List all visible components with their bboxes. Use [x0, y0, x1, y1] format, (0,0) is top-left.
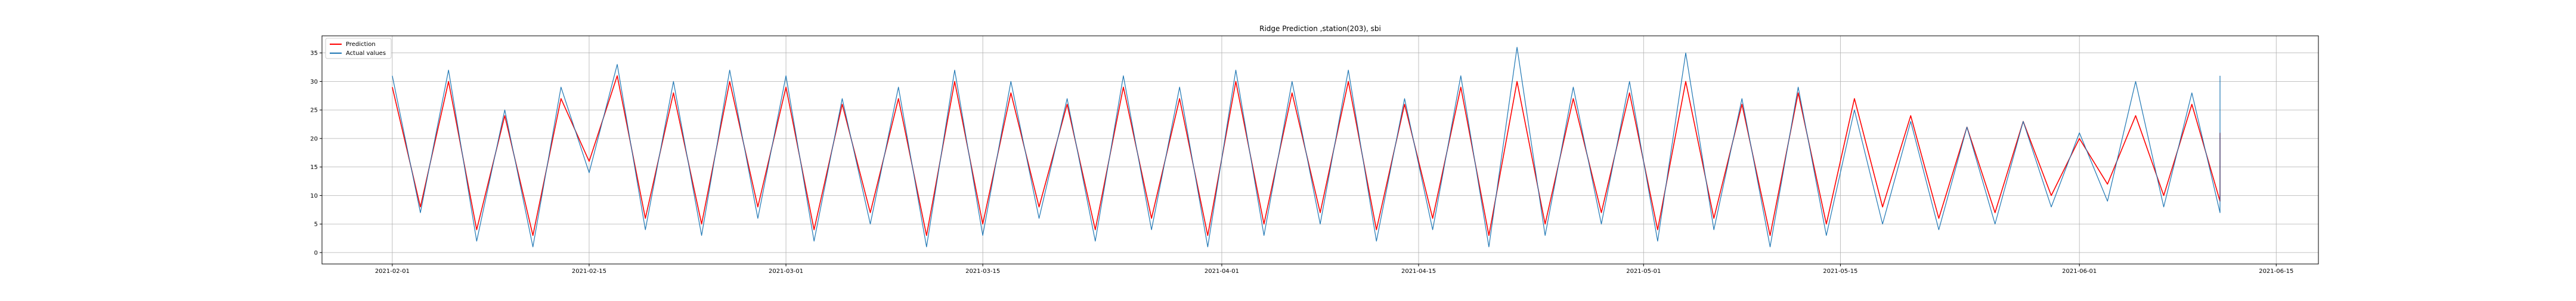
- chart-title: Ridge Prediction ,station(203), sbi: [1259, 24, 1381, 33]
- x-tick-label: 2021-02-15: [572, 268, 606, 275]
- legend-prediction-label: Prediction: [346, 41, 376, 48]
- y-tick-label: 10: [310, 193, 318, 199]
- y-tick-label: 25: [310, 108, 318, 114]
- y-tick-label: 30: [310, 79, 318, 85]
- grid: [322, 36, 2318, 264]
- y-tick-label: 5: [314, 222, 318, 228]
- x-tick-label: 2021-06-15: [2259, 268, 2293, 275]
- legend-actual-label: Actual values: [346, 50, 386, 57]
- x-tick-label: 2021-03-15: [965, 268, 1000, 275]
- x-tick-label: 2021-04-15: [1401, 268, 1436, 275]
- x-tick-label: 2021-02-01: [375, 268, 410, 275]
- plot-area-border: [321, 35, 2319, 265]
- x-tick-label: 2021-05-01: [1626, 268, 1661, 275]
- series-layer: [392, 47, 2221, 247]
- x-tick-label: 2021-03-01: [769, 268, 803, 275]
- actual-values-series-line: [392, 47, 2221, 247]
- y-tick-label: 35: [310, 50, 318, 57]
- legend-box: [325, 38, 392, 59]
- y-tick-label: 0: [314, 250, 318, 256]
- legend: Prediction Actual values: [325, 38, 392, 59]
- y-tick-label: 20: [310, 136, 318, 142]
- x-tick-label: 2021-06-01: [2062, 268, 2097, 275]
- prediction-series-line: [392, 75, 2221, 236]
- x-tick-label: 2021-04-01: [1205, 268, 1239, 275]
- y-tick-label: 15: [310, 164, 318, 171]
- x-tick-label: 2021-05-15: [1823, 268, 1857, 275]
- ticks: 2021-02-01 2021-02-15 2021-03-01 2021-03-15…: [310, 50, 2293, 275]
